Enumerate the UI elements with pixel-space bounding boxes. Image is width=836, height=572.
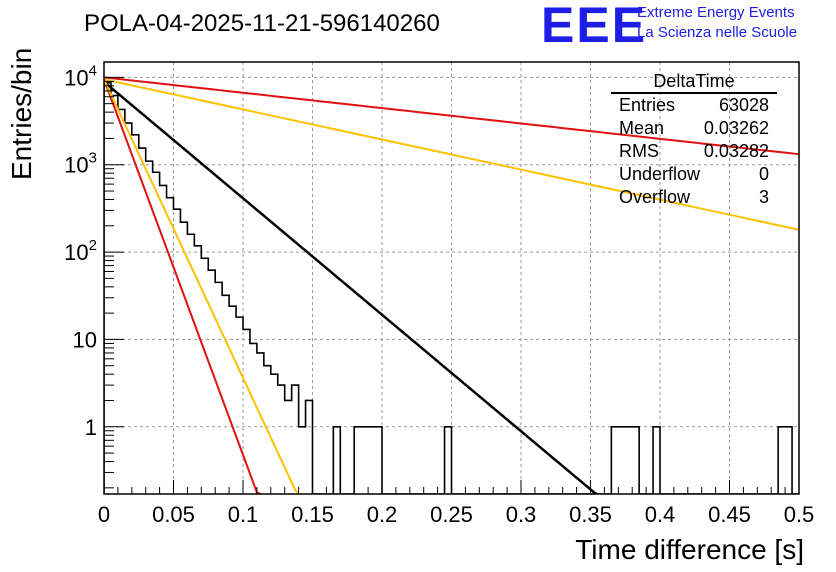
eee-logo: EEE xyxy=(541,0,648,53)
stats-label: Mean xyxy=(619,118,665,138)
x-tick-label: 0.35 xyxy=(569,502,612,527)
x-tick-label: 0.15 xyxy=(291,502,334,527)
chart-title: POLA-04-2025-11-21-596140260 xyxy=(84,10,440,37)
stats-label: Entries xyxy=(619,95,676,115)
stats-value: 0.03282 xyxy=(703,141,769,161)
curve-fit xyxy=(104,80,598,494)
x-tick-label: 0.25 xyxy=(430,502,473,527)
x-tick-label: 0 xyxy=(98,502,110,527)
histogram-outline xyxy=(104,81,799,494)
y-tick-label: 10 xyxy=(73,327,97,352)
stats-row-rms: RMS 0.03282 xyxy=(611,140,777,163)
y-tick-label: 103 xyxy=(64,150,97,178)
curve-red-steep xyxy=(104,78,261,494)
stats-row-underflow: Underflow 0 xyxy=(611,163,777,186)
stats-label: Underflow xyxy=(619,164,701,184)
y-tick-label: 102 xyxy=(64,237,97,265)
curve-orange-flat xyxy=(104,78,799,231)
x-tick-label: 0.2 xyxy=(367,502,398,527)
stats-value: 63028 xyxy=(718,95,769,115)
x-tick-label: 0.1 xyxy=(228,502,259,527)
curve-orange-steep xyxy=(104,78,300,494)
stats-title: DeltaTime xyxy=(611,70,777,94)
curve-red-flat xyxy=(104,76,799,156)
x-tick-label: 0.4 xyxy=(645,502,676,527)
logo-line-1: Extreme Energy Events xyxy=(637,4,795,21)
stats-row-overflow: Overflow 3 xyxy=(611,186,777,209)
logo-line-2: La Scienza nelle Scuole xyxy=(637,24,798,41)
y-axis-label: Entries/bin xyxy=(6,47,37,180)
y-tick-label: 1 xyxy=(85,415,97,440)
x-tick-label: 0.45 xyxy=(708,502,751,527)
stats-label: Overflow xyxy=(619,187,691,207)
x-tick-label: 0.05 xyxy=(152,502,195,527)
stats-value: 0 xyxy=(758,164,769,184)
x-tick-label: 0.5 xyxy=(784,502,815,527)
stats-value: 0.03262 xyxy=(703,118,769,138)
y-tick-label: 104 xyxy=(64,62,97,90)
stats-box: DeltaTime Entries 63028 Mean 0.03262 RMS… xyxy=(611,70,777,209)
stats-row-entries: Entries 63028 xyxy=(611,94,777,117)
x-axis-label: Time difference [s] xyxy=(575,534,804,565)
stats-label: RMS xyxy=(619,141,659,161)
stats-row-mean: Mean 0.03262 xyxy=(611,117,777,140)
x-tick-label: 0.3 xyxy=(506,502,537,527)
stats-value: 3 xyxy=(758,187,769,207)
